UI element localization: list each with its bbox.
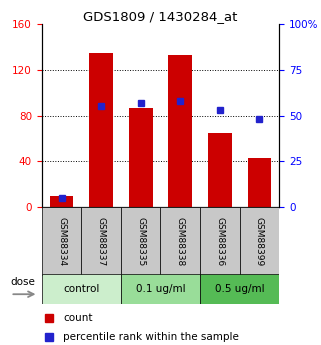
Bar (160, 207, 200, 276)
Bar (81, 207, 121, 276)
Bar (42, 274, 121, 304)
Text: GSM88399: GSM88399 (255, 217, 264, 266)
Text: GSM88335: GSM88335 (136, 217, 145, 266)
Bar (50, 196, 74, 207)
Bar (121, 274, 200, 304)
Text: GSM88338: GSM88338 (176, 217, 185, 266)
Text: control: control (63, 284, 100, 294)
Text: count: count (63, 313, 93, 323)
Bar (42, 207, 81, 276)
Bar (129, 108, 152, 207)
Bar (200, 274, 279, 304)
Text: GSM88334: GSM88334 (57, 217, 66, 266)
Text: dose: dose (10, 277, 35, 287)
Text: GSM88337: GSM88337 (97, 217, 106, 266)
Bar (208, 133, 232, 207)
Bar (200, 207, 240, 276)
Text: 0.5 ug/ml: 0.5 ug/ml (215, 284, 265, 294)
Bar (169, 55, 192, 207)
Bar (89, 53, 113, 207)
Text: GSM88336: GSM88336 (215, 217, 224, 266)
Bar (240, 207, 279, 276)
Title: GDS1809 / 1430284_at: GDS1809 / 1430284_at (83, 10, 238, 23)
Text: percentile rank within the sample: percentile rank within the sample (63, 332, 239, 342)
Text: 0.1 ug/ml: 0.1 ug/ml (136, 284, 185, 294)
Bar (121, 207, 160, 276)
Bar (247, 158, 271, 207)
